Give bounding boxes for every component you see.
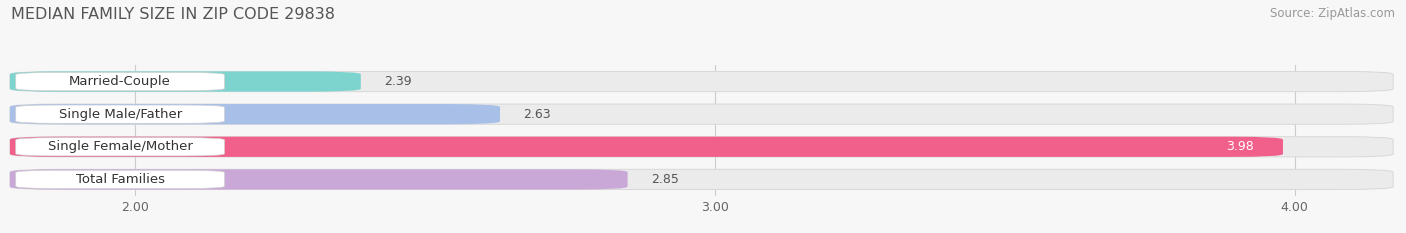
FancyBboxPatch shape	[10, 137, 1393, 157]
FancyBboxPatch shape	[10, 169, 627, 189]
FancyBboxPatch shape	[10, 169, 1393, 189]
FancyBboxPatch shape	[10, 104, 1393, 124]
Text: 2.85: 2.85	[651, 173, 679, 186]
FancyBboxPatch shape	[10, 137, 1284, 157]
FancyBboxPatch shape	[10, 72, 361, 92]
Text: Single Female/Mother: Single Female/Mother	[48, 140, 193, 153]
FancyBboxPatch shape	[15, 138, 225, 156]
Text: MEDIAN FAMILY SIZE IN ZIP CODE 29838: MEDIAN FAMILY SIZE IN ZIP CODE 29838	[11, 7, 335, 22]
FancyBboxPatch shape	[15, 170, 225, 188]
Text: Married-Couple: Married-Couple	[69, 75, 172, 88]
FancyBboxPatch shape	[10, 72, 1393, 92]
FancyBboxPatch shape	[15, 105, 225, 123]
FancyBboxPatch shape	[10, 104, 501, 124]
Text: 2.39: 2.39	[384, 75, 412, 88]
FancyBboxPatch shape	[15, 72, 225, 91]
Text: 3.98: 3.98	[1226, 140, 1254, 153]
Text: 2.63: 2.63	[523, 108, 551, 121]
Text: Source: ZipAtlas.com: Source: ZipAtlas.com	[1270, 7, 1395, 20]
Text: Single Male/Father: Single Male/Father	[59, 108, 181, 121]
Text: Total Families: Total Families	[76, 173, 165, 186]
